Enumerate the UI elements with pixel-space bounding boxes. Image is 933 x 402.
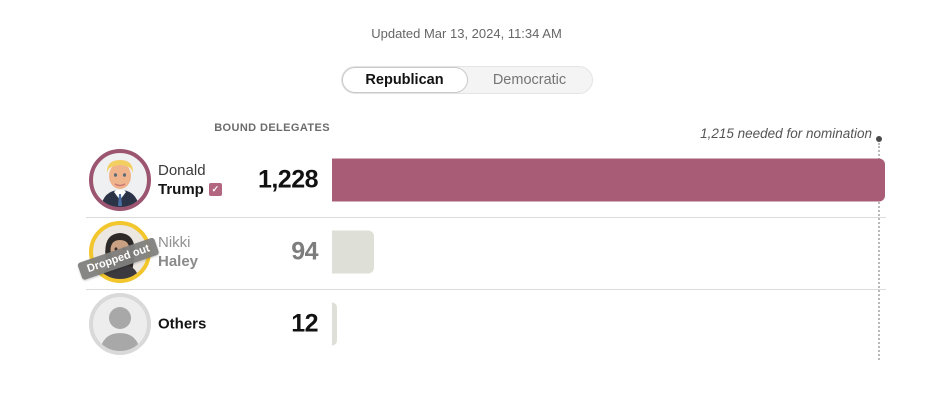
delegate-count: 94	[291, 237, 318, 266]
tab-democratic[interactable]: Democratic	[492, 72, 567, 88]
threshold-line	[878, 143, 880, 360]
party-toggle: Republican Democratic	[340, 66, 593, 94]
generic-person-icon	[89, 293, 151, 355]
row-divider	[86, 289, 886, 290]
delegate-bar-trump	[332, 158, 885, 202]
candidate-row-haley: Dropped out Nikki Haley 94	[0, 220, 933, 284]
candidate-row-trump: Donald Trump ✓ 1,228	[0, 148, 933, 212]
tab-republican[interactable]: Republican	[341, 67, 468, 93]
trump-portrait-icon	[89, 149, 151, 211]
candidate-name: Donald Trump ✓	[158, 161, 222, 199]
threshold-dot-icon	[876, 136, 882, 142]
row-divider	[86, 217, 886, 218]
winner-check-icon: ✓	[208, 183, 222, 196]
delegate-bar-others	[332, 302, 337, 346]
candidate-name: Others	[158, 315, 207, 333]
delegate-bar-haley	[332, 230, 374, 274]
updated-timestamp: Updated Mar 13, 2024, 11:34 AM	[371, 26, 562, 41]
avatar-trump	[88, 148, 152, 212]
delegate-count: 12	[291, 309, 318, 338]
delegate-count: 1,228	[257, 165, 319, 194]
threshold-label: 1,215 needed for nomination	[700, 126, 872, 141]
column-header-bound-delegates: BOUND DELEGATES	[214, 122, 330, 134]
avatar-others	[88, 292, 152, 356]
candidate-name: Nikki Haley	[158, 234, 199, 270]
candidate-row-others: Others 12	[0, 292, 933, 356]
